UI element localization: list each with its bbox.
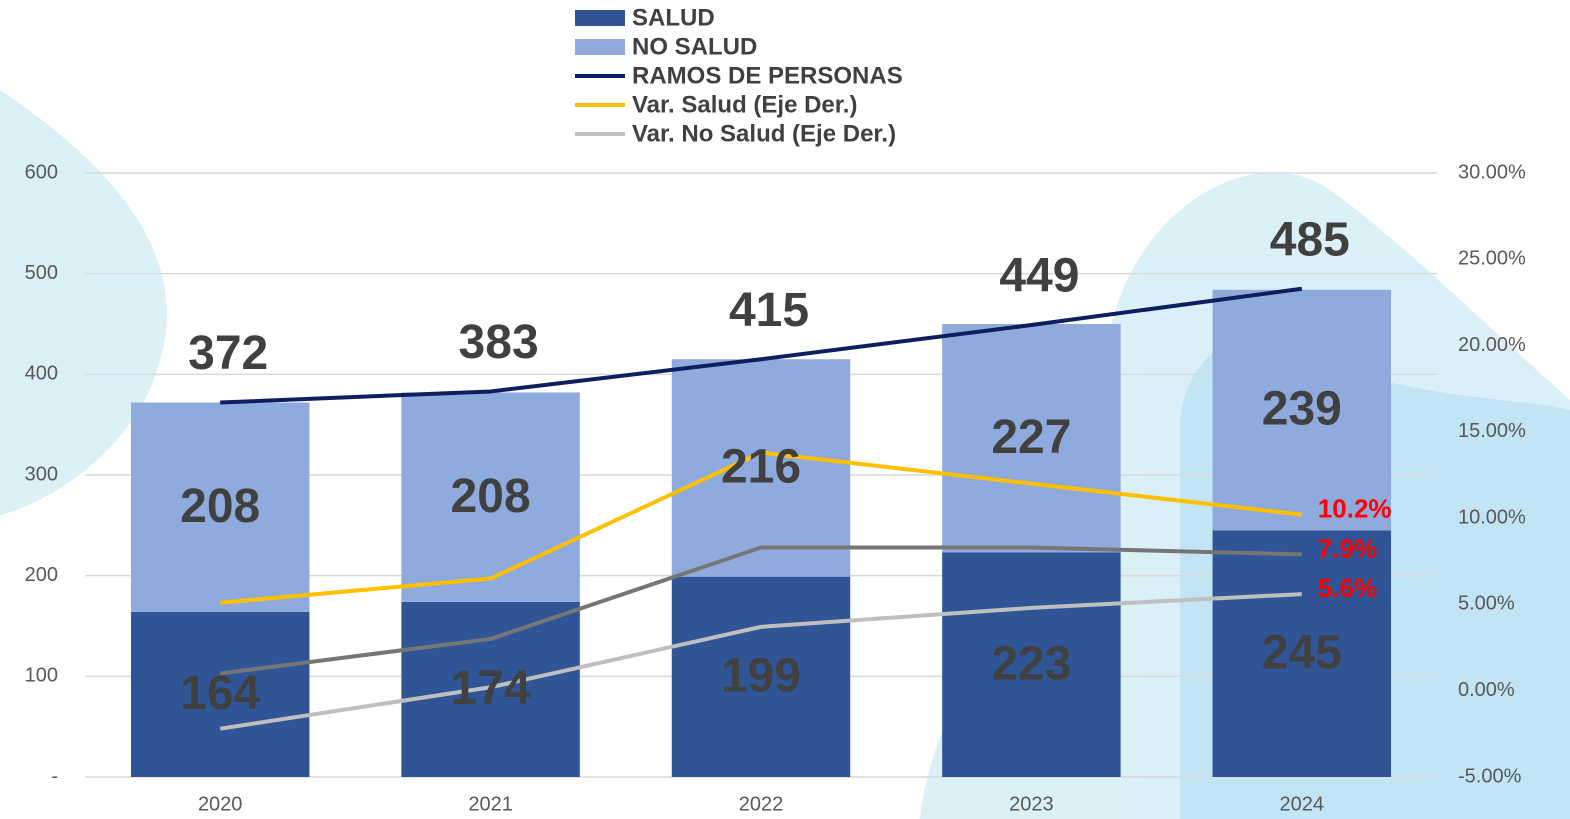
total-label: 415 <box>729 284 809 337</box>
y2-tick-label: 0.00% <box>1458 679 1515 701</box>
data-label: 223 <box>991 637 1071 690</box>
x-tick-label: 2023 <box>1009 793 1054 815</box>
data-label: 208 <box>451 470 531 523</box>
legend-swatch <box>575 10 625 26</box>
x-tick-label: 2022 <box>739 793 784 815</box>
data-label: 216 <box>721 441 801 494</box>
data-label: 208 <box>180 480 260 533</box>
y2-tick-label: 20.00% <box>1458 334 1526 356</box>
page: - 100 200 300 400 500 600 -5.00% 0.00% 5.00% 10.00… <box>0 0 1570 819</box>
y-tick-label: 300 <box>25 463 58 485</box>
chart: - 100 200 300 400 500 600 -5.00% 0.00% 5.00% 10.00… <box>0 0 1570 819</box>
total-label: 383 <box>459 316 539 369</box>
total-label: 372 <box>188 327 268 380</box>
data-label: 199 <box>721 650 801 703</box>
data-label: 227 <box>991 411 1071 464</box>
total-label: 485 <box>1270 213 1350 266</box>
y2-tick-label: -5.00% <box>1458 765 1522 787</box>
percent-label: 7.9% <box>1318 533 1377 563</box>
data-label: 164 <box>180 667 260 720</box>
y-tick-label: - <box>51 765 58 787</box>
data-label: 245 <box>1262 626 1342 679</box>
percent-label: 10.2% <box>1318 494 1392 524</box>
legend-swatch <box>575 39 625 55</box>
y-tick-label: 200 <box>25 564 58 586</box>
legend-label: NO SALUD <box>632 33 757 60</box>
data-label: 174 <box>451 662 531 715</box>
legend-label: Var. Salud (Eje Der.) <box>632 91 857 118</box>
y-tick-label: 100 <box>25 665 58 687</box>
y-tick-label: 600 <box>25 161 58 183</box>
y2-tick-label: 15.00% <box>1458 420 1526 442</box>
x-tick-label: 2021 <box>468 793 513 815</box>
y2-tick-label: 30.00% <box>1458 161 1526 183</box>
total-label: 449 <box>999 250 1079 303</box>
y2-tick-label: 5.00% <box>1458 593 1515 615</box>
y-tick-label: 500 <box>25 262 58 284</box>
legend-label: SALUD <box>632 4 715 31</box>
legend-label: Var. No Salud (Eje Der.) <box>632 120 896 147</box>
y-tick-label: 400 <box>25 363 58 385</box>
y2-tick-label: 25.00% <box>1458 248 1526 270</box>
y2-tick-label: 10.00% <box>1458 506 1526 528</box>
x-tick-label: 2020 <box>198 793 243 815</box>
percent-label: 5.6% <box>1318 573 1377 603</box>
x-tick-label: 2024 <box>1280 793 1325 815</box>
data-label: 239 <box>1262 383 1342 436</box>
legend-label: RAMOS DE PERSONAS <box>632 62 903 89</box>
